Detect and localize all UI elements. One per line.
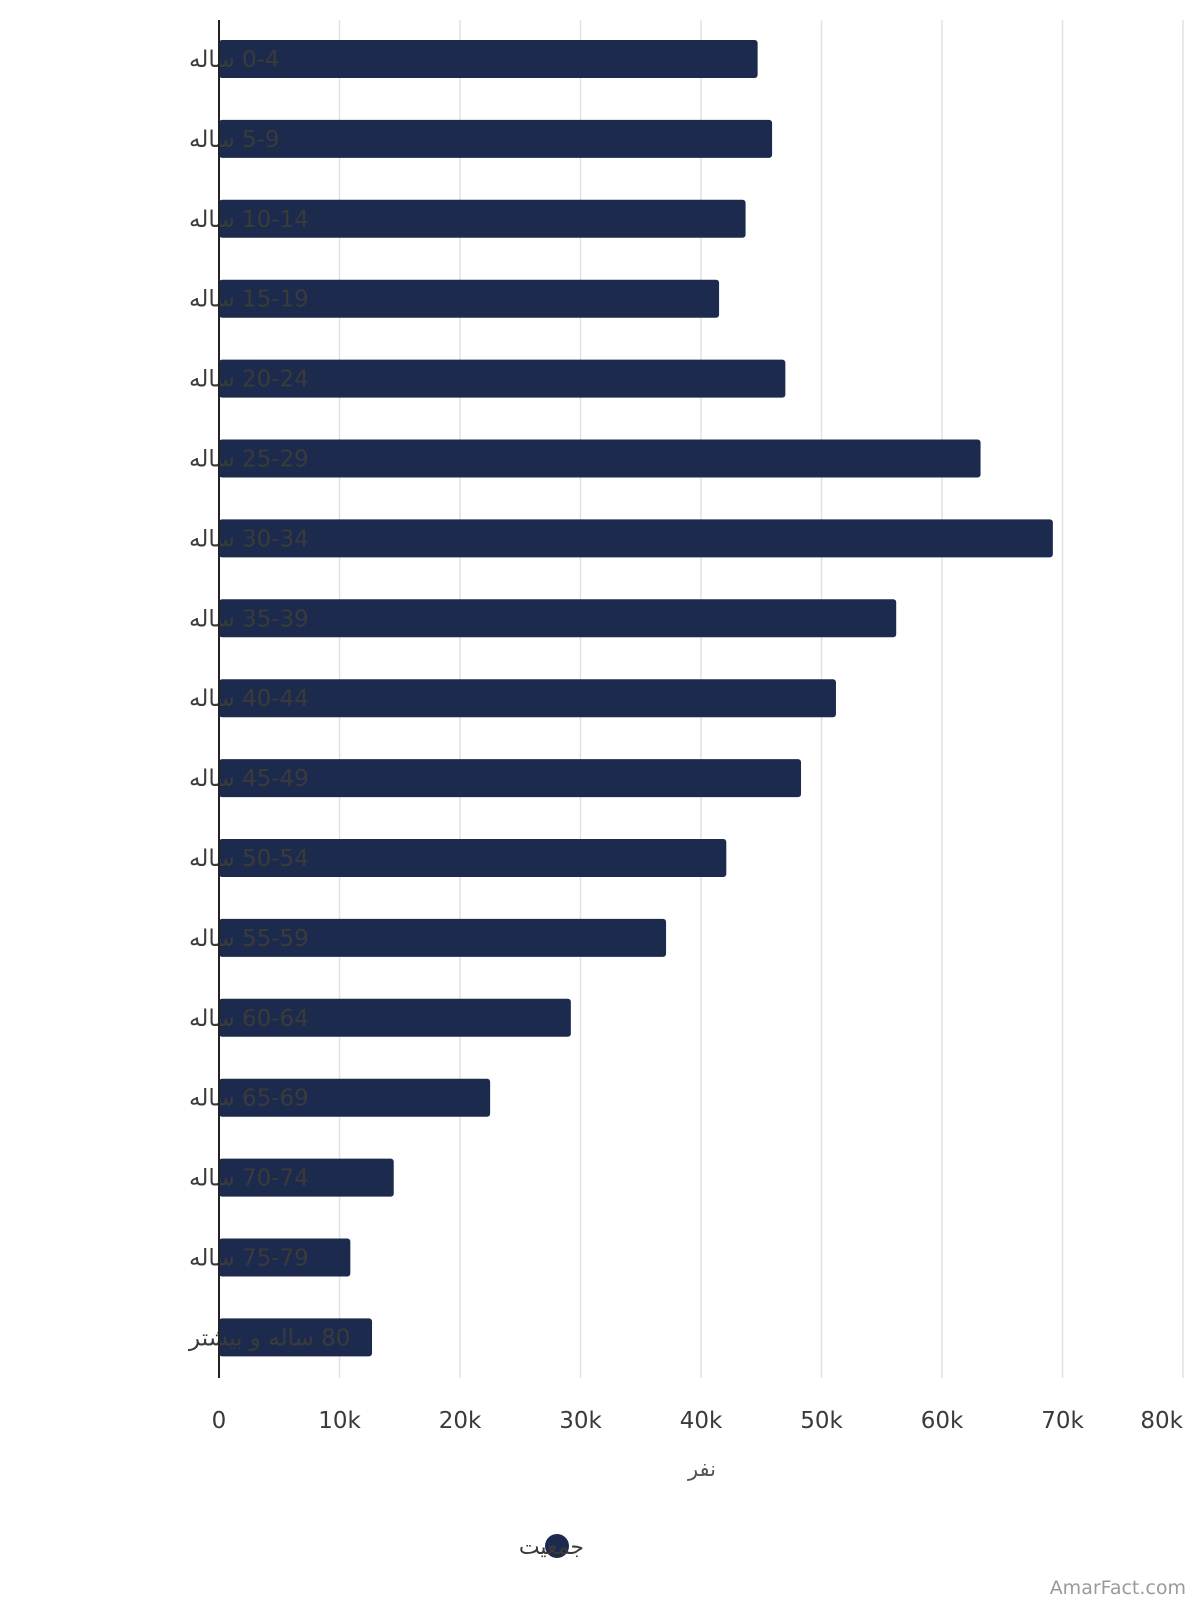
watermark-text: AmarFact.com <box>1050 1577 1186 1599</box>
bar <box>219 119 773 158</box>
x-tick-label: 60k <box>921 1408 964 1434</box>
bar <box>219 839 727 877</box>
category-label: 20-24 ساله <box>189 367 309 393</box>
category-labels: 0-4 ساله 5-9 ساله 10-14 ساله 15-19 ساله 20-2… <box>188 47 350 1351</box>
category-label: 45-49 ساله <box>189 766 309 792</box>
bar <box>219 359 786 398</box>
x-tick-label: 40k <box>680 1408 723 1434</box>
bar <box>219 199 746 238</box>
bar <box>219 1158 394 1197</box>
x-tick-label: 70k <box>1041 1408 1084 1434</box>
x-axis-title: نفر <box>687 1457 716 1481</box>
category-label: 65-69 ساله <box>189 1086 309 1112</box>
category-label: 0-4 ساله <box>189 47 280 73</box>
bar <box>219 918 667 957</box>
category-label: 15-19 ساله <box>189 287 309 313</box>
x-tick-label: 20k <box>439 1408 482 1434</box>
bars <box>219 40 1053 1357</box>
x-tick-label: 10k <box>318 1408 361 1434</box>
x-tick-label: 30k <box>559 1408 602 1434</box>
x-tick-labels: 0 10k 20k 30k 40k 50k 60k 70k 80k <box>212 1408 1184 1434</box>
bar <box>219 1238 351 1277</box>
category-label: 70-74 ساله <box>189 1166 309 1192</box>
category-label: 30-34 ساله <box>189 526 309 552</box>
legend: جمعیت <box>519 1534 584 1560</box>
category-label: 5-9 ساله <box>189 127 280 153</box>
bar <box>219 1318 373 1357</box>
bar <box>219 599 897 638</box>
x-tick-label: 80k <box>1140 1408 1183 1434</box>
bar <box>219 679 836 718</box>
bar <box>219 1078 491 1117</box>
category-label: 50-54 ساله <box>189 846 309 872</box>
bar <box>219 40 758 78</box>
category-label: 25-29 ساله <box>189 447 309 473</box>
x-tick-label: 50k <box>800 1408 843 1434</box>
category-label: 35-39 ساله <box>189 606 309 632</box>
category-label: 60-64 ساله <box>189 1006 309 1032</box>
bar <box>219 519 1053 558</box>
bar <box>219 759 802 798</box>
legend-marker <box>545 1534 569 1558</box>
bar <box>219 279 720 318</box>
bar <box>219 439 981 478</box>
category-label: 40-44 ساله <box>189 686 309 712</box>
bar <box>219 998 571 1037</box>
x-tick-label: 0 <box>212 1408 227 1434</box>
category-label: 75-79 ساله <box>189 1246 309 1272</box>
category-label: 55-59 ساله <box>189 926 309 952</box>
legend-label: جمعیت <box>519 1535 584 1560</box>
category-label: 10-14 ساله <box>189 207 309 233</box>
category-label: 80 ساله و بیشتر <box>188 1325 350 1351</box>
